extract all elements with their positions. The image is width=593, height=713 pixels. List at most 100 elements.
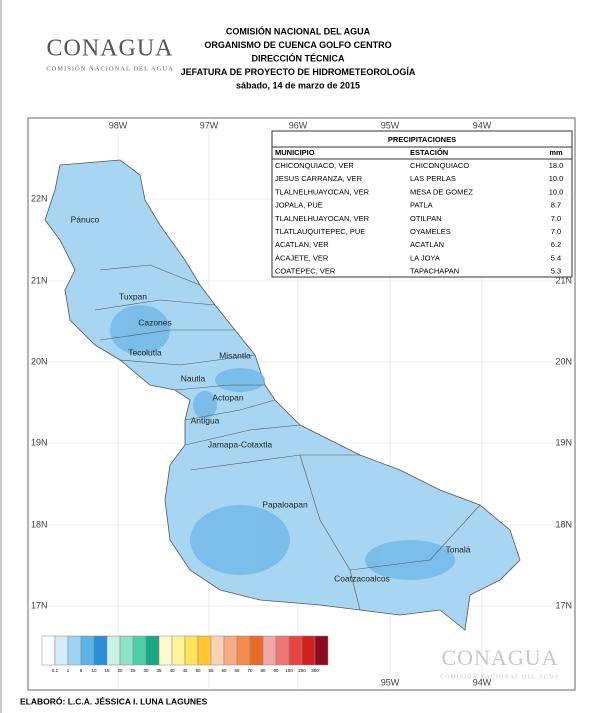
legend-swatch bbox=[93, 635, 108, 666]
legend-swatch bbox=[184, 635, 199, 666]
table-cell: COATEPEC, VER bbox=[275, 267, 336, 276]
legend-swatch bbox=[158, 635, 173, 666]
column-header: MUNICIPIO bbox=[275, 148, 315, 157]
region-label: Actopan bbox=[212, 392, 243, 402]
legend-label: 1 bbox=[67, 668, 70, 673]
region-label: Misantla bbox=[219, 350, 251, 360]
longitude-label: 94W bbox=[473, 677, 492, 687]
legend-swatch bbox=[301, 635, 316, 666]
legend-label: 65 bbox=[234, 668, 240, 673]
legend-label: 55 bbox=[208, 668, 214, 673]
watermark: CONAGUA bbox=[442, 645, 559, 670]
table-cell: JOPALA, PUE bbox=[275, 201, 323, 210]
latitude-label: 20N bbox=[555, 356, 572, 366]
rain-areas bbox=[110, 305, 455, 580]
legend-swatch bbox=[249, 635, 264, 666]
longitude-label: 97W bbox=[200, 120, 219, 130]
legend-label: 15 bbox=[104, 668, 110, 673]
latitude-label: 20N bbox=[31, 356, 48, 366]
legend-label: 10 bbox=[91, 668, 97, 673]
state-outline bbox=[44, 159, 521, 631]
table-cell: 18.0 bbox=[549, 161, 564, 170]
table-cell: OTILPAN bbox=[410, 214, 442, 223]
legend-swatch bbox=[223, 635, 238, 666]
legend-swatch bbox=[275, 635, 290, 666]
longitude-label: 94W bbox=[473, 120, 492, 130]
table-cell: ACATLAN, VER bbox=[275, 240, 329, 249]
region-label: Coatzacoalcos bbox=[334, 573, 390, 583]
region-label: Tonalá bbox=[445, 544, 470, 554]
legend-swatch bbox=[210, 635, 225, 666]
legend-label: 0.1 bbox=[52, 668, 59, 673]
legend-label: 70 bbox=[247, 668, 253, 673]
legend-swatch bbox=[262, 635, 277, 666]
longitude-label: 95W bbox=[381, 677, 400, 687]
legend-swatch bbox=[132, 635, 147, 666]
legend-label: 50 bbox=[195, 668, 201, 673]
legend-label: 40 bbox=[169, 668, 175, 673]
legend-swatch bbox=[171, 635, 186, 666]
header-line: JEFATURA DE PROYECTO DE HIDROMETEOROLOGÍ… bbox=[181, 67, 416, 77]
legend-swatch bbox=[197, 635, 212, 666]
legend-swatch bbox=[80, 635, 95, 666]
table-cell: TAPACHAPAN bbox=[410, 267, 459, 276]
legend-label: 35 bbox=[156, 668, 162, 673]
region-label: Nautla bbox=[181, 373, 206, 383]
legend-label: 5 bbox=[80, 668, 83, 673]
legend-label: 90 bbox=[273, 668, 279, 673]
legend-label: 200 bbox=[298, 668, 306, 673]
logo-subtitle: COMISIÓN NACIONAL DEL AGUA bbox=[46, 64, 174, 72]
legend-swatch bbox=[314, 635, 329, 666]
latitude-label: 18N bbox=[31, 519, 48, 529]
header-line: ORGANISMO DE CUENCA GOLFO CENTRO bbox=[204, 40, 391, 50]
legend-swatch bbox=[236, 635, 251, 666]
legend-swatch bbox=[106, 635, 121, 666]
legend-label: 30 bbox=[143, 668, 149, 673]
region-label: Papaloapan bbox=[262, 499, 308, 509]
table-cell: 5.4 bbox=[551, 253, 561, 262]
table-cell: TLATLAUQUITEPEC, PUE bbox=[275, 227, 365, 236]
longitude-label: 98W bbox=[109, 120, 128, 130]
table-cell: 7.0 bbox=[551, 227, 561, 236]
table-cell: 7.0 bbox=[551, 214, 561, 223]
header-line: sábado, 14 de marzo de 2015 bbox=[236, 80, 360, 90]
table-cell: TLALNELHUAYOCAN, VER bbox=[275, 187, 370, 196]
table-cell: 10.0 bbox=[549, 174, 564, 183]
latitude-label: 17N bbox=[555, 600, 572, 610]
footer: ELABORÓ: L.C.A. JÉSSICA I. LUNA LAGUNES bbox=[20, 695, 208, 706]
latitude-label: 18N bbox=[555, 519, 572, 529]
basin-borders bbox=[94, 264, 481, 611]
legend-label: 25 bbox=[130, 668, 136, 673]
table-cell: ACATLAN bbox=[410, 240, 444, 249]
table-title: PRECIPITACIONES bbox=[388, 135, 456, 144]
region-label: Tuxpan bbox=[119, 291, 147, 301]
table-cell: TLALNELHUAYOCAN, VER bbox=[275, 214, 370, 223]
logo: CONAGUA bbox=[47, 36, 174, 62]
table-cell: LAS PERLAS bbox=[410, 174, 456, 183]
latitude-label: 21N bbox=[31, 275, 48, 285]
table-cell: JESUS CARRANZA, VER bbox=[275, 174, 363, 183]
legend-swatch bbox=[67, 635, 82, 666]
header-line: COMISIÓN NACIONAL DEL AGUA bbox=[226, 25, 371, 36]
table-box bbox=[271, 130, 573, 278]
column-header: mm bbox=[549, 148, 563, 157]
header-line: DIRECCIÓN TÉCNICA bbox=[251, 52, 345, 63]
longitude-label: 95W bbox=[381, 120, 400, 130]
table-cell: 6.2 bbox=[551, 240, 561, 249]
legend-swatch bbox=[145, 635, 160, 666]
region-label: Cazones bbox=[138, 317, 172, 327]
region-label: Jamapa-Cotaxtla bbox=[208, 439, 273, 449]
legend-swatch bbox=[54, 635, 69, 666]
latitude-label: 19N bbox=[31, 437, 48, 447]
legend-label: 100 bbox=[285, 668, 293, 673]
table-cell: 8.7 bbox=[551, 201, 561, 210]
legend-swatch bbox=[119, 635, 134, 666]
legend-label: 300 bbox=[311, 668, 319, 673]
longitude-label: 96W bbox=[289, 120, 308, 130]
legend-label: 60 bbox=[221, 668, 227, 673]
region-label: Pánuco bbox=[71, 214, 100, 224]
latitude-label: 19N bbox=[555, 437, 572, 447]
table-cell: ACAJETE, VER bbox=[275, 253, 329, 262]
table-cell: PATLA bbox=[410, 201, 433, 210]
